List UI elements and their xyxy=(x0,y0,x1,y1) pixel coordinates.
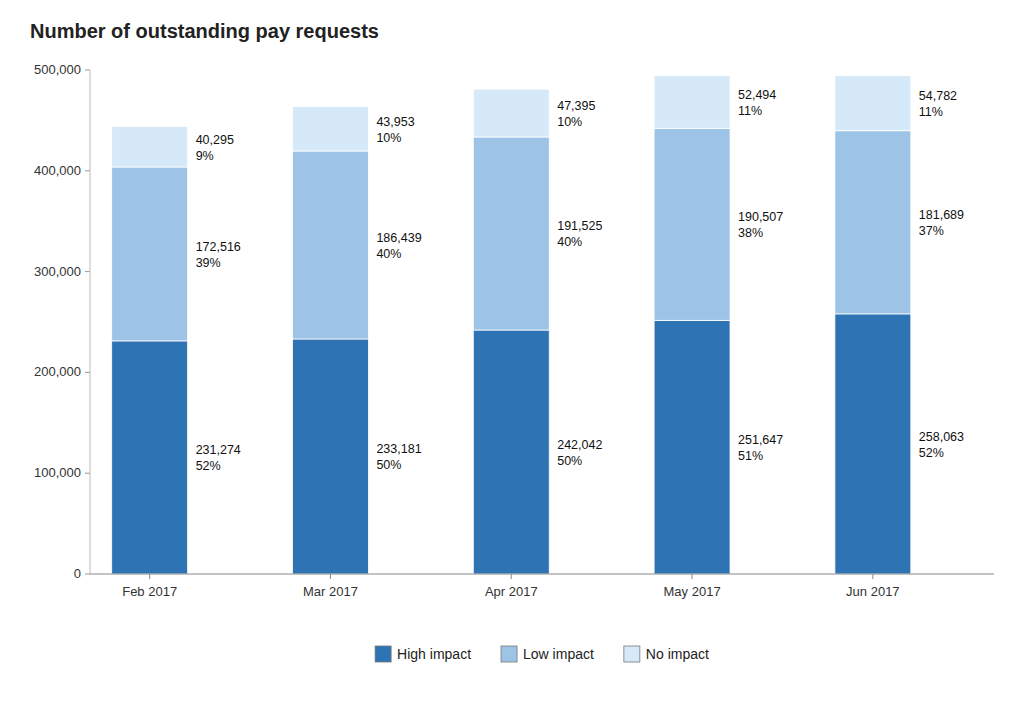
data-labels: 231,274 52% 233,181 50% 242,042 50% 251,647 51%… xyxy=(196,88,964,474)
bar-segment xyxy=(835,76,911,131)
data-label: 190,507 xyxy=(738,210,783,224)
x-tick xyxy=(511,574,512,579)
data-label: 251,647 xyxy=(738,433,783,447)
data-label: 54,782 xyxy=(919,89,957,103)
y-tick xyxy=(85,473,90,474)
data-label-share: 50% xyxy=(557,454,582,468)
data-label: 47,395 xyxy=(557,99,595,113)
data-label-share: 50% xyxy=(376,458,401,472)
bars xyxy=(112,75,911,574)
title: Number of outstanding pay requests xyxy=(30,20,379,42)
data-label-share: 39% xyxy=(196,256,221,270)
y-tick xyxy=(85,372,90,373)
data-label: 242,042 xyxy=(557,438,602,452)
bar-segment xyxy=(112,126,188,167)
x-tick xyxy=(872,574,873,579)
data-label: 186,439 xyxy=(376,231,421,245)
x-tick-label: Mar 2017 xyxy=(303,584,358,599)
x-axis: Feb 2017 Mar 2017 Apr 2017 May 2017 Jun 2017 xyxy=(90,574,994,599)
data-label-share: 38% xyxy=(738,226,763,240)
x-tick xyxy=(692,574,693,579)
data-label: 233,181 xyxy=(376,442,421,456)
bar-segment xyxy=(654,75,730,128)
data-label: 231,274 xyxy=(196,443,241,457)
x-tick-label: May 2017 xyxy=(664,584,721,599)
x-tick-label: Apr 2017 xyxy=(485,584,538,599)
bar-segment xyxy=(112,167,188,341)
data-label-share: 11% xyxy=(738,104,762,118)
bar-segment xyxy=(835,131,911,314)
legend-item: No impact xyxy=(624,646,709,662)
x-tick xyxy=(330,574,331,579)
data-label-share: 9% xyxy=(196,149,214,163)
legend-label: Low impact xyxy=(523,646,594,662)
legend-swatch xyxy=(624,646,640,662)
y-tick xyxy=(85,70,90,71)
bar-segment xyxy=(473,330,549,574)
x-axis-line xyxy=(90,574,994,575)
y-tick-label: 200,000 xyxy=(34,364,81,379)
x-tick-label: Jun 2017 xyxy=(846,584,900,599)
data-label-share: 11% xyxy=(919,105,943,119)
bar-segment xyxy=(292,151,368,339)
legend-item: Low impact xyxy=(501,646,594,662)
data-label: 40,295 xyxy=(196,133,234,147)
bar-segment xyxy=(112,341,188,574)
x-tick xyxy=(149,574,150,579)
y-tick xyxy=(85,170,90,171)
data-label: 172,516 xyxy=(196,240,241,254)
data-label-share: 40% xyxy=(376,247,401,261)
bar-segment xyxy=(835,314,911,574)
data-label-share: 51% xyxy=(738,449,763,463)
data-label-share: 40% xyxy=(557,235,582,249)
chart: Number of outstanding pay requests 0 100,0… xyxy=(0,0,1024,704)
data-label: 52,494 xyxy=(738,88,776,102)
bar-segment xyxy=(654,128,730,320)
legend-label: High impact xyxy=(397,646,471,662)
y-tick xyxy=(85,574,90,575)
data-label-share: 10% xyxy=(557,115,582,129)
bar-segment xyxy=(473,137,549,330)
data-label: 258,063 xyxy=(919,430,964,444)
y-tick-label: 0 xyxy=(74,566,81,581)
y-axis-line xyxy=(90,70,91,574)
data-label: 43,953 xyxy=(376,115,414,129)
legend-item: High impact xyxy=(375,646,471,662)
y-tick-label: 500,000 xyxy=(34,62,81,77)
bar-segment xyxy=(654,320,730,574)
legend-swatch xyxy=(501,646,517,662)
legend-label: No impact xyxy=(646,646,709,662)
bar-segment xyxy=(473,89,549,137)
data-label-share: 52% xyxy=(919,446,944,460)
y-axis: 0 100,000 200,000 300,000 400,000 500,000 xyxy=(34,62,90,581)
y-tick-label: 100,000 xyxy=(34,465,81,480)
x-tick-label: Feb 2017 xyxy=(122,584,177,599)
y-tick-label: 400,000 xyxy=(34,163,81,178)
data-label: 181,689 xyxy=(919,208,964,222)
bar-segment xyxy=(292,107,368,151)
y-tick xyxy=(85,271,90,272)
y-tick-label: 300,000 xyxy=(34,264,81,279)
legend-swatch xyxy=(375,646,391,662)
bar-segment xyxy=(292,339,368,574)
data-label: 191,525 xyxy=(557,219,602,233)
data-label-share: 52% xyxy=(196,459,221,473)
data-label-share: 10% xyxy=(376,131,401,145)
data-label-share: 37% xyxy=(919,224,944,238)
legend: High impact Low impact No impact xyxy=(375,646,709,662)
